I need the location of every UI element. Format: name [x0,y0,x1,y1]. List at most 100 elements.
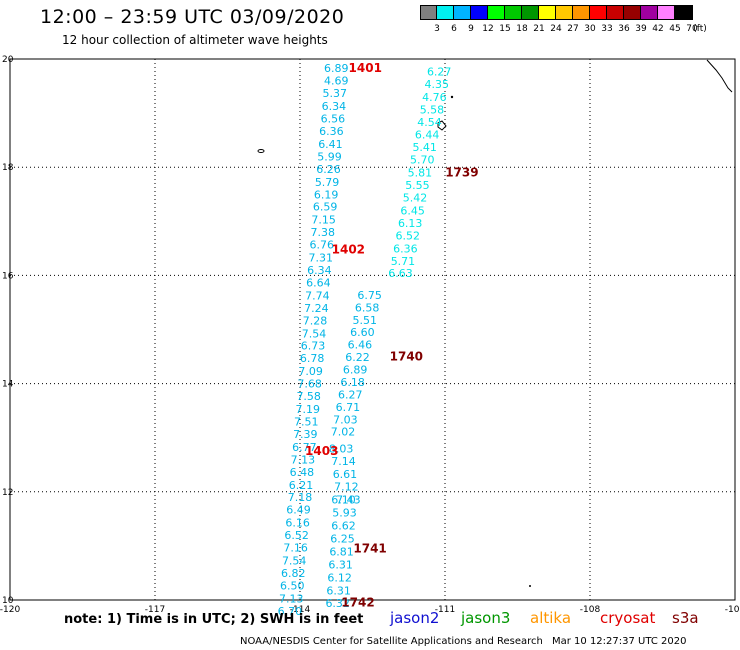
footer-org: NOAA/NESDIS Center for Satellite Applica… [240,636,543,647]
legend-swatch-45 [658,5,675,20]
swh-value: 5.42 [403,191,428,204]
swh-value: 6.50 [280,579,305,592]
swh-value: 6.27 [427,65,452,78]
swh-value: 5.81 [408,167,433,180]
island-socorro [437,120,447,131]
pass-label: 1402 [332,242,365,256]
swh-value: 6.36 [319,125,344,138]
swh-value: 6.13 [398,217,423,230]
swh-value: 7.43 [336,493,361,506]
lon-tick-label: -111 [435,605,455,615]
legend-label-39: 39 [635,24,647,34]
legend-label-15: 15 [499,24,511,34]
legend-swatch-15 [488,5,505,20]
swh-value: 6.45 [400,204,425,217]
legend-label-24: 24 [550,24,562,34]
legend-swatch-27 [556,5,573,20]
legend-label-45: 45 [669,24,681,34]
swh-value: 6.19 [314,188,339,201]
swh-value: 6.12 [327,571,352,584]
swh-value: 5.55 [405,179,430,192]
swh-value: 7.15 [311,214,336,227]
swh-value: 7.51 [294,415,319,428]
legend-label-9: 9 [468,24,474,34]
legend-label-3: 3 [434,24,440,34]
swh-value: 7.19 [295,403,320,416]
legend-label-33: 33 [601,24,613,34]
swh-value: 7.09 [298,365,323,378]
legend-swatch-70 [675,5,692,20]
legend-swatch-3 [420,5,437,20]
swh-value: 5.37 [323,87,348,100]
swh-value: 6.36 [393,242,418,255]
swh-value: 6.41 [318,138,343,151]
pass-label: 1401 [349,61,382,75]
swh-value: 6.18 [340,376,365,389]
swh-value: 6.89 [324,62,349,75]
note-text: note: 1) Time is in UTC; 2) SWH is in fe… [64,612,364,627]
swh-value: 6.48 [290,466,315,479]
legend-swatch-33 [590,5,607,20]
swh-value: 6.60 [350,326,375,339]
swh-value: 6.62 [331,519,356,532]
legend-swatch-9 [454,5,471,20]
swh-value: 6.10 [331,493,356,506]
swh-value: 6.89 [343,364,368,377]
swh-value: 6.16 [285,517,310,530]
swh-value: 6.75 [357,289,382,302]
swh-value: 7.14 [331,455,356,468]
swh-value: 6.44 [415,129,440,142]
lon-tick-label: -114 [290,605,311,615]
legend-label-36: 36 [618,24,630,34]
lon-tick-label: -105 [725,605,740,615]
satellite-jason3: jason3 [461,609,511,627]
lon-tick-label: -120 [0,605,20,615]
swh-value: 6.56 [321,113,346,126]
swh-value: 6.59 [313,201,338,214]
lat-tick-label: 18 [2,163,14,173]
swh-value: 6.52 [284,529,309,542]
pass-label: 1742 [341,596,374,610]
swh-value: 7.13 [291,453,316,466]
swh-value: 6.71 [336,401,361,414]
swh-value: 7.02 [331,426,356,439]
swh-value: 7.39 [293,428,318,441]
legend-label-70: 70 [686,24,698,34]
swh-value: 7.03 [333,413,358,426]
pass-label: 1740 [390,350,423,364]
coastline [706,59,733,93]
swh-value: 6.49 [286,504,311,517]
swh-value: 6.64 [306,276,331,289]
swh-value: 4.35 [425,78,450,91]
legend-label-6: 6 [451,24,457,34]
lat-tick-label: 12 [2,488,13,498]
swh-value: 6.25 [330,532,355,545]
lon-tick-label: -117 [145,605,165,615]
swh-value: 7.24 [304,302,329,315]
swh-value: 5.93 [332,506,357,519]
swh-value: 7.54 [302,327,327,340]
swh-value: 4.76 [422,91,447,104]
swh-value: 6.52 [396,229,421,242]
legend-label-21: 21 [533,24,545,34]
swh-value: 5.41 [412,141,437,154]
footer-timestamp: Mar 10 12:27:37 UTC 2020 [552,636,687,647]
swh-value: 5.99 [317,150,342,163]
swh-value: 7.68 [297,378,322,391]
map-subtitle: 12 hour collection of altimeter wave hei… [62,33,328,47]
swh-value: 6.76 [310,239,335,252]
legend-label-18: 18 [516,24,528,34]
swh-value: 6.81 [329,545,354,558]
swh-value: 7.28 [303,314,328,327]
swh-value: 5.71 [391,255,416,268]
swh-value: 6.26 [316,163,341,176]
swh-value: 7.58 [296,390,321,403]
legend-label-42: 42 [652,24,664,34]
swh-value: 5.58 [420,103,445,116]
swh-value: 7.12 [334,480,359,493]
pass-label: 1739 [445,166,478,180]
lat-tick-label: 10 [2,596,14,606]
lat-tick-label: 14 [2,380,14,390]
swh-value: 6.21 [289,479,314,492]
